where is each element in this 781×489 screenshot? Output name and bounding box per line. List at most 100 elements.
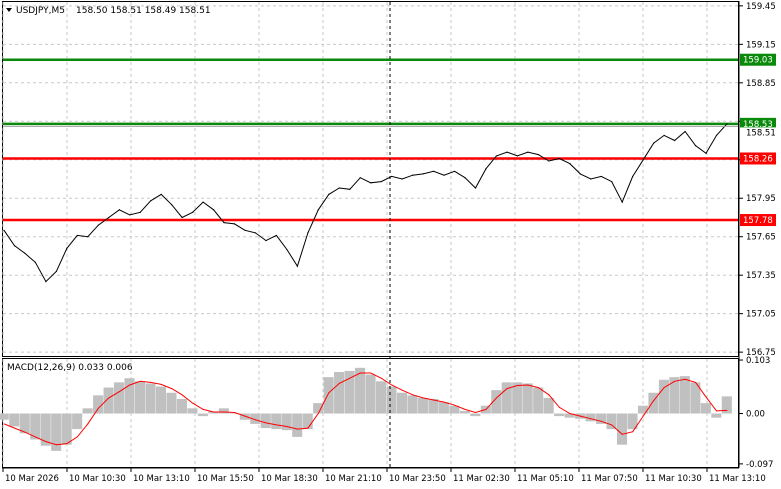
price-point bbox=[150, 200, 152, 202]
macd-bar bbox=[302, 413, 313, 430]
price-point bbox=[202, 201, 204, 203]
price-point bbox=[464, 177, 466, 179]
macd-signal-point bbox=[412, 394, 414, 396]
price-point bbox=[275, 234, 278, 237]
time-tick-label: 11 Mar 02:30 bbox=[453, 474, 510, 484]
macd-signal-point bbox=[684, 378, 686, 380]
macd-signal-point bbox=[307, 427, 309, 429]
macd-signal-point bbox=[475, 411, 477, 413]
macd-signal-point bbox=[108, 397, 110, 399]
triangle-down-icon[interactable] bbox=[6, 8, 12, 12]
price-point bbox=[391, 175, 393, 178]
macd-signal-point bbox=[254, 419, 256, 421]
macd-signal-point bbox=[422, 397, 424, 399]
macd-signal-point bbox=[202, 408, 204, 410]
ohlc-values: 158.50 158.51 158.49 158.51 bbox=[76, 6, 211, 16]
macd-signal-point bbox=[370, 372, 372, 374]
macd-bar bbox=[616, 413, 628, 445]
macd-title: MACD(12,26,9) 0.033 0.006 bbox=[7, 363, 133, 373]
macd-bar bbox=[166, 392, 177, 414]
price-point bbox=[548, 160, 550, 162]
macd-bar bbox=[428, 398, 439, 414]
macd-bar bbox=[522, 383, 533, 414]
price-point bbox=[192, 211, 194, 213]
price-point bbox=[401, 178, 403, 180]
macd-signal-point bbox=[695, 381, 697, 383]
macd-signal-point bbox=[443, 401, 445, 403]
price-series: 158.51 bbox=[3, 123, 776, 283]
macd-bar bbox=[679, 376, 690, 414]
price-point bbox=[244, 229, 246, 231]
macd-bar bbox=[51, 413, 62, 451]
macd-signal-point bbox=[516, 384, 518, 386]
macd-signal-point bbox=[632, 431, 634, 433]
macd-bar bbox=[124, 378, 135, 414]
macd-bar bbox=[596, 413, 607, 424]
price-point bbox=[600, 175, 602, 178]
price-point bbox=[726, 123, 728, 125]
price-tick-label: 157.95 bbox=[746, 194, 776, 204]
price-point bbox=[286, 248, 288, 251]
macd-signal-point bbox=[569, 413, 571, 415]
macd-bar bbox=[260, 413, 271, 429]
macd-signal-point bbox=[663, 387, 665, 389]
price-point bbox=[265, 239, 267, 242]
macd-bar bbox=[250, 413, 261, 424]
level-price-tag bbox=[740, 53, 776, 66]
macd-signal-point bbox=[55, 444, 57, 446]
macd-bar bbox=[145, 383, 156, 414]
price-point bbox=[694, 145, 697, 147]
macd-signal-point bbox=[433, 399, 435, 401]
level-price-label: 158.53 bbox=[743, 120, 773, 130]
price-point bbox=[642, 159, 644, 161]
price-point bbox=[129, 214, 131, 216]
price-point bbox=[590, 178, 592, 180]
price-point bbox=[349, 188, 351, 190]
macd-signal-point bbox=[171, 388, 173, 390]
time-tick-label: 11 Mar 13:10 bbox=[709, 474, 766, 484]
symbol-label: USDJPY,M5 bbox=[16, 6, 65, 16]
macd-bar bbox=[711, 413, 722, 418]
macd-bar bbox=[627, 413, 638, 430]
price-point bbox=[97, 224, 99, 226]
price-point bbox=[485, 168, 487, 170]
level-price-tag bbox=[740, 117, 776, 130]
level-price-tag bbox=[740, 152, 776, 165]
price-point bbox=[87, 236, 89, 238]
price-point bbox=[506, 151, 508, 153]
price-point bbox=[139, 211, 141, 213]
macd-bar bbox=[344, 370, 355, 414]
macd-signal-point bbox=[391, 384, 393, 386]
price-point bbox=[621, 201, 623, 203]
price-point bbox=[118, 209, 120, 211]
macd-signal-point bbox=[642, 415, 644, 417]
price-point bbox=[55, 270, 57, 272]
price-point bbox=[663, 134, 665, 136]
macd-signal-point bbox=[118, 391, 120, 393]
macd-tick-label: 0.00 bbox=[746, 410, 765, 420]
macd-bar bbox=[365, 374, 376, 414]
macd-bar bbox=[19, 413, 30, 434]
macd-signal-point bbox=[338, 382, 340, 384]
symbol-header[interactable]: USDJPY,M5 158.50 158.51 158.49 158.51 bbox=[6, 6, 211, 16]
price-tick-label: 159.45 bbox=[746, 2, 776, 12]
macd-bar bbox=[176, 398, 187, 414]
price-point bbox=[370, 182, 372, 184]
macd-signal-point bbox=[726, 409, 728, 411]
price-point bbox=[495, 155, 498, 157]
price-point bbox=[569, 163, 571, 165]
macd-bar bbox=[239, 413, 250, 420]
macd-signal-point bbox=[3, 423, 5, 425]
macd-signal-point bbox=[401, 389, 403, 391]
macd-signal-point bbox=[611, 424, 613, 426]
time-tick-label: 11 Mar 10:30 bbox=[645, 474, 702, 484]
price-tick-label: 157.65 bbox=[746, 233, 776, 243]
macd-signal-point bbox=[296, 428, 298, 430]
price-point bbox=[537, 154, 539, 156]
macd-bar bbox=[271, 413, 282, 430]
macd-signal-point bbox=[506, 388, 508, 390]
macd-bar bbox=[218, 408, 229, 414]
price-point bbox=[715, 134, 718, 136]
price-point bbox=[45, 281, 47, 283]
